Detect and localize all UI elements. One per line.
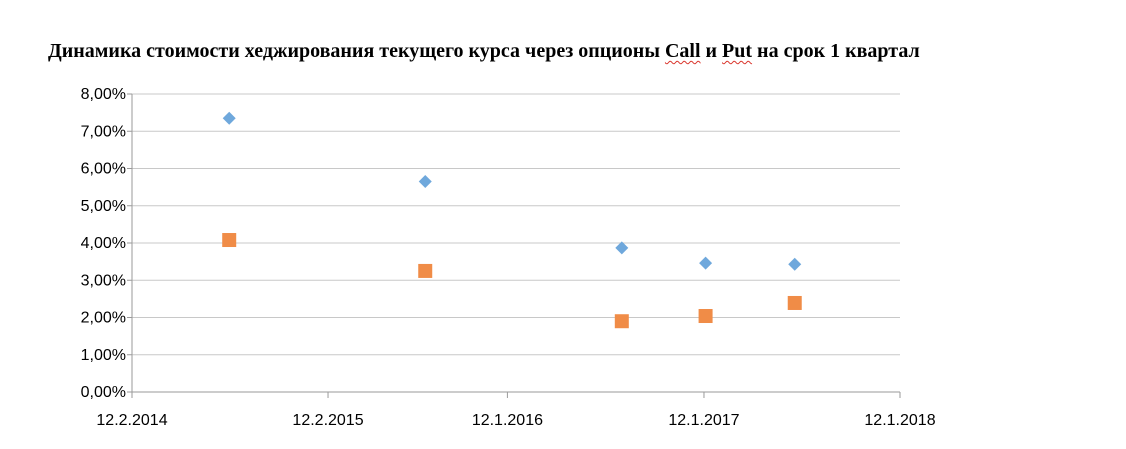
series-2-point bbox=[614, 314, 629, 329]
y-tick-label: 0,00% bbox=[81, 384, 126, 401]
x-tick-label: 12.1.2017 bbox=[668, 412, 739, 429]
y-tick-label: 4,00% bbox=[81, 235, 126, 252]
series-2-point bbox=[222, 233, 237, 248]
series-1-point bbox=[788, 257, 802, 271]
series-2-point bbox=[698, 309, 713, 324]
series-1-point bbox=[222, 111, 236, 125]
title-text-3: на срок 1 квартал bbox=[752, 40, 920, 62]
y-tick-label: 5,00% bbox=[81, 198, 126, 215]
title-text-2: и bbox=[700, 40, 723, 62]
title-text-1: Динамика стоимости хеджирования текущего… bbox=[48, 40, 665, 62]
x-tick-label: 12.2.2014 bbox=[96, 412, 167, 429]
series-1-point bbox=[418, 175, 432, 189]
series-1-point bbox=[615, 241, 629, 255]
y-tick-label: 2,00% bbox=[81, 310, 126, 327]
series-2-point bbox=[418, 263, 433, 278]
chart-title: Динамика стоимости хеджирования текущего… bbox=[48, 40, 1108, 63]
y-tick-label: 7,00% bbox=[81, 123, 126, 140]
y-tick-label: 6,00% bbox=[81, 161, 126, 178]
y-tick-label: 3,00% bbox=[81, 272, 126, 289]
x-tick-labels: 12.2.2014 12.2.2015 12.1.2016 12.1.2017 12.1… bbox=[96, 412, 935, 429]
series-1-point bbox=[699, 256, 713, 270]
x-tick-label: 12.1.2018 bbox=[864, 412, 935, 429]
data-points bbox=[222, 111, 802, 329]
title-word-call: Call bbox=[664, 40, 701, 62]
y-tick-label: 8,00% bbox=[81, 86, 126, 103]
x-tick-label: 12.1.2016 bbox=[472, 412, 543, 429]
y-tick-label: 1,00% bbox=[81, 347, 126, 364]
series-2-point bbox=[787, 295, 802, 310]
title-word-put: Put bbox=[722, 40, 753, 62]
y-tick-labels: 0,00% 1,00% 2,00% 3,00% 4,00% 5,00% 6,00% 7,00%… bbox=[81, 86, 126, 401]
gridlines bbox=[132, 93, 900, 356]
axes bbox=[127, 93, 901, 398]
x-tick-label: 12.2.2015 bbox=[292, 412, 363, 429]
